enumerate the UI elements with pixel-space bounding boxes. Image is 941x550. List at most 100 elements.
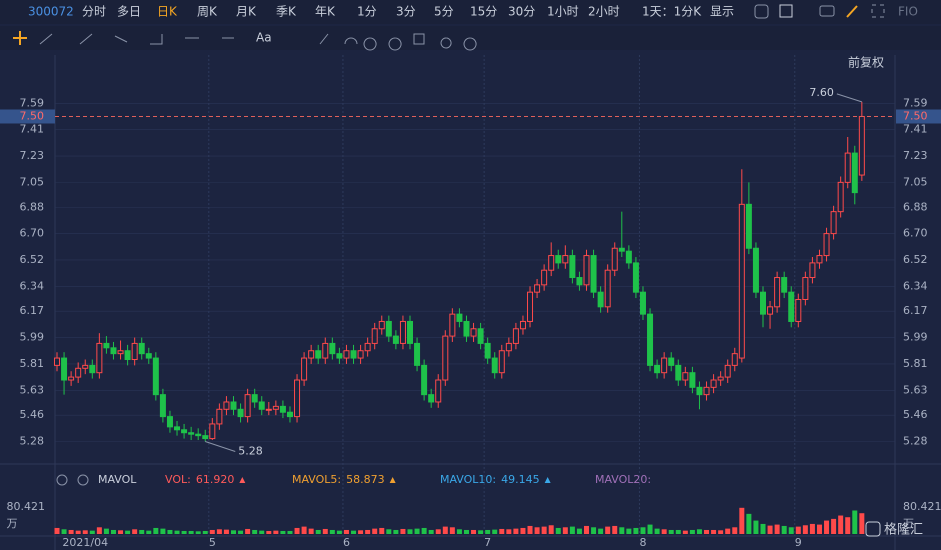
pen-icon[interactable] — [846, 5, 858, 18]
volume-bar — [725, 528, 731, 534]
candle-body — [442, 335, 449, 381]
volume-bar — [343, 529, 349, 534]
legend-label: MAVOL20: — [595, 473, 651, 486]
display-button[interactable]: 显示 — [710, 5, 734, 19]
candle-body — [138, 342, 145, 355]
range-select[interactable]: 1天：1分K — [642, 5, 702, 19]
volume-bar — [795, 526, 801, 534]
period-button[interactable]: 5分 — [434, 5, 454, 19]
candle-body — [258, 401, 265, 410]
watermark: 格隆汇 — [884, 522, 923, 538]
volume-bar — [336, 530, 342, 534]
period-button[interactable]: 年K — [315, 5, 336, 19]
volume-bar — [414, 528, 420, 534]
fullscreen-icon[interactable] — [871, 4, 885, 18]
volume-bar — [118, 530, 124, 534]
low-label: 5.28 — [238, 445, 263, 458]
volume-bar — [534, 527, 540, 534]
candle-body — [371, 328, 378, 344]
candle-body — [301, 357, 308, 381]
candle-body — [272, 405, 279, 410]
candle-body — [82, 364, 89, 369]
stock-code[interactable]: 300072 — [28, 5, 74, 19]
y-tick-label: 7.41 — [20, 123, 45, 136]
y-tick-label: 6.17 — [20, 304, 45, 317]
volume-bar — [732, 527, 738, 534]
volume-bar — [322, 528, 328, 534]
volume-bar — [96, 527, 102, 534]
settings-icon[interactable] — [754, 4, 769, 19]
y-tick-label: 5.99 — [20, 331, 45, 344]
volume-bar — [541, 526, 547, 534]
period-button[interactable]: 季K — [276, 5, 297, 19]
candle-body — [216, 408, 223, 425]
candle-body — [604, 269, 611, 308]
period-button[interactable]: 30分 — [508, 5, 535, 19]
period-button[interactable]: 分时 — [82, 5, 106, 19]
volume-bar — [463, 529, 469, 534]
candle-body — [159, 394, 166, 418]
volume-bar — [231, 530, 236, 534]
checkbox-icon[interactable] — [779, 4, 793, 18]
candle-body — [802, 277, 809, 300]
period-button[interactable]: 3分 — [396, 5, 416, 19]
volume-bar — [605, 526, 611, 534]
candle-body — [548, 255, 555, 271]
draw-tool-icons[interactable] — [39, 33, 477, 51]
period-button[interactable]: 周K — [197, 5, 218, 19]
fio-button[interactable]: FIO — [898, 5, 918, 19]
candle-body — [752, 247, 759, 293]
volume-bar — [393, 529, 399, 534]
volume-bar — [838, 515, 844, 534]
y-tick-label-right: 7.05 — [903, 175, 928, 188]
candle-body — [322, 342, 329, 359]
camera-icon[interactable] — [819, 5, 835, 17]
period-button[interactable]: 1小时 — [547, 5, 579, 19]
period-button[interactable]: 月K — [236, 5, 257, 19]
period-button[interactable]: 日K — [157, 5, 178, 19]
volume-bar — [527, 525, 533, 534]
volume-bar — [471, 529, 477, 534]
volume-bar — [739, 507, 745, 534]
candle-body — [639, 291, 646, 315]
candle-body — [767, 306, 774, 315]
indicator-close[interactable] — [77, 474, 89, 486]
candle-body — [54, 357, 60, 366]
candle-body — [534, 284, 541, 293]
volume-bar — [788, 527, 794, 534]
period-button[interactable]: 15分 — [470, 5, 497, 19]
volume-bar — [499, 528, 505, 534]
adjust-button[interactable]: 前复权 — [848, 55, 884, 70]
candle-body — [421, 364, 428, 396]
y-tick-label-right: 5.63 — [903, 383, 928, 396]
candle-body — [774, 277, 781, 308]
y-tick-label: 6.88 — [20, 200, 45, 213]
period-button[interactable]: 2小时 — [588, 5, 620, 19]
candle-body — [816, 255, 823, 264]
indicator-settings[interactable] — [56, 474, 68, 486]
volume-bar — [520, 527, 526, 534]
legend-value: 61.920 — [196, 473, 235, 486]
candle-body — [110, 347, 117, 355]
volume-bar — [146, 530, 152, 534]
period-button[interactable]: 1分 — [357, 5, 377, 19]
candle-body — [117, 350, 124, 355]
candle-body — [329, 342, 336, 355]
candle-body — [75, 367, 82, 378]
candle-body — [498, 350, 505, 374]
x-tick-label: 6 — [343, 536, 350, 549]
candle-body — [414, 342, 421, 366]
volume-bar — [824, 520, 830, 534]
volume-bar — [301, 526, 307, 534]
candle-body — [237, 408, 244, 418]
x-tick-label: 8 — [639, 536, 646, 549]
move-icon[interactable] — [13, 31, 27, 45]
period-button[interactable]: 多日 — [117, 5, 141, 19]
candle-body — [407, 320, 413, 344]
candle-body — [343, 350, 350, 359]
candle-body — [689, 372, 696, 388]
candle-body — [491, 357, 498, 374]
font-tool[interactable]: Aa — [256, 31, 272, 45]
candle-body — [668, 357, 675, 366]
